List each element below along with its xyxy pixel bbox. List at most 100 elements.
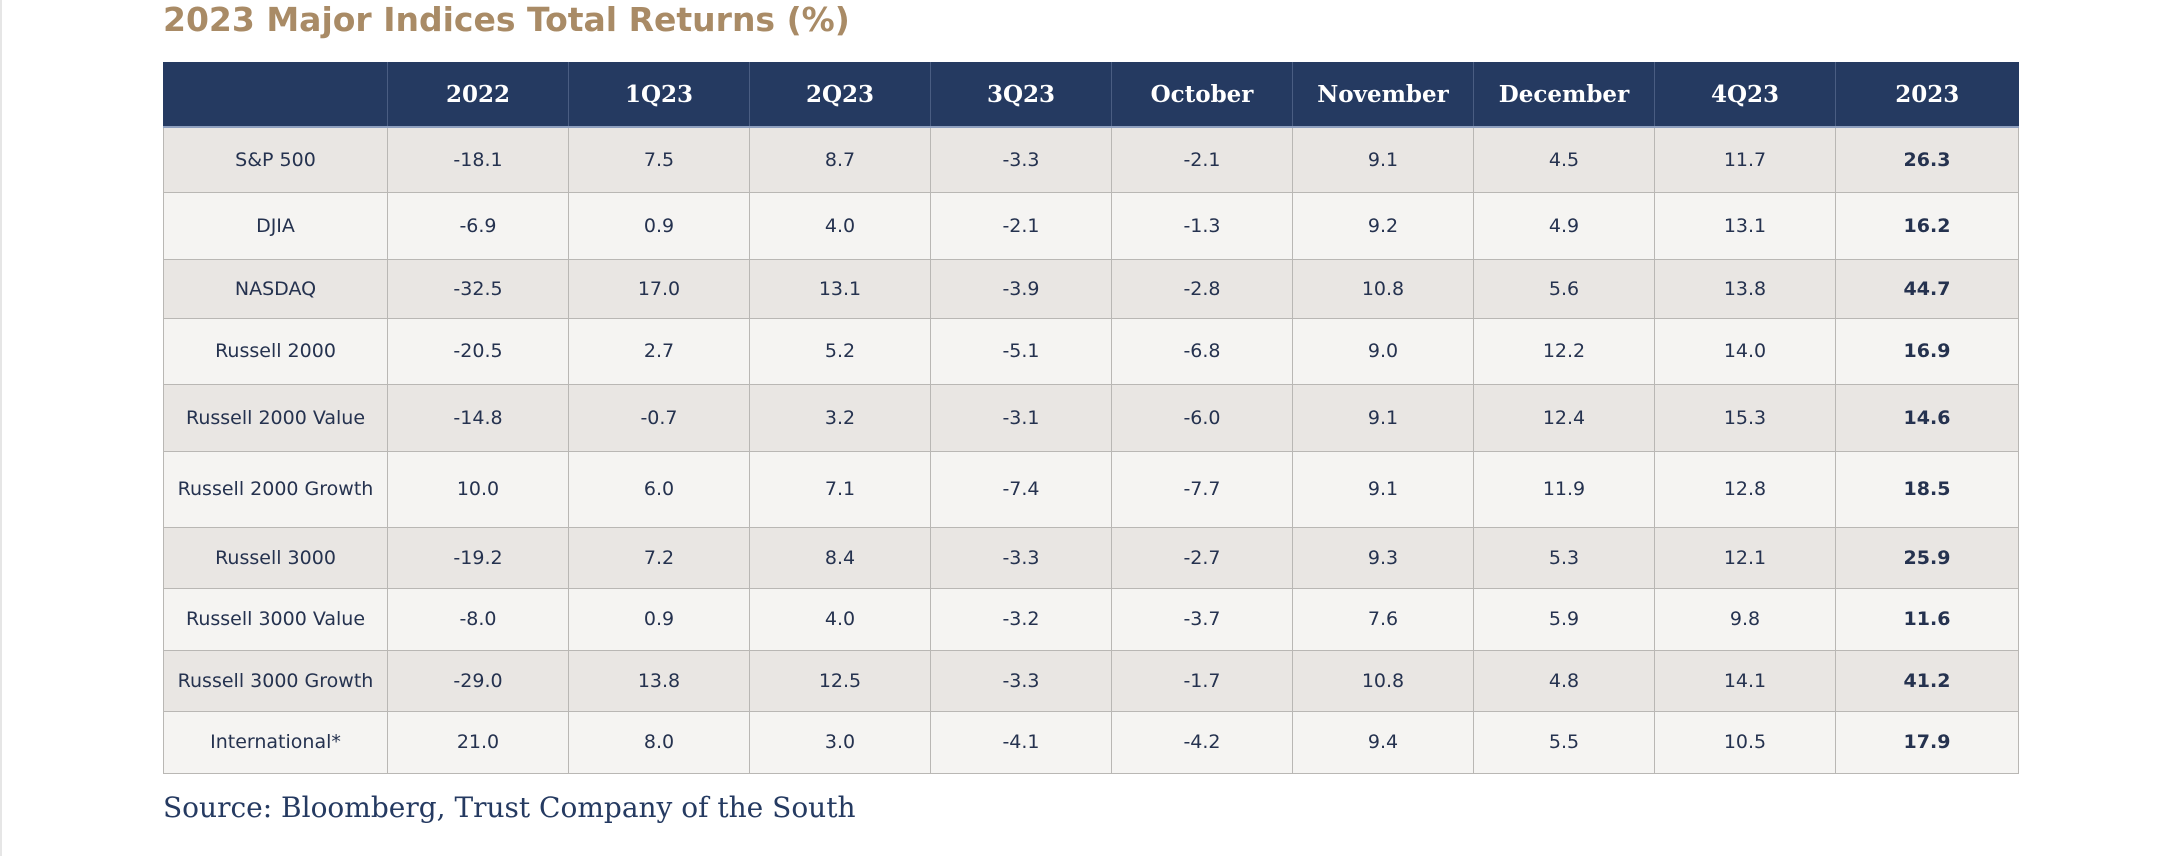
return-value-cell: -2.1 <box>930 191 1112 260</box>
return-value-cell: 4.0 <box>749 587 931 651</box>
table-row: Russell 3000 -19.2 7.2 8.4 -3.3 -2.7 9.3 5.3 12.… <box>163 526 2019 589</box>
return-value-cell: 5.6 <box>1473 258 1655 319</box>
row-label: S&P 500 <box>163 126 388 193</box>
return-value-cell: -19.2 <box>387 526 569 589</box>
return-value-cell: -4.1 <box>930 710 1112 774</box>
annual-total-cell: 44.7 <box>1835 258 2019 319</box>
return-value-cell: -3.3 <box>930 526 1112 589</box>
return-value-cell: 8.4 <box>749 526 931 589</box>
annual-total-cell: 17.9 <box>1835 710 2019 774</box>
row-label: Russell 3000 Growth <box>163 649 388 712</box>
return-value-cell: -3.3 <box>930 649 1112 712</box>
return-value-cell: -20.5 <box>387 317 569 385</box>
return-value-cell: -3.7 <box>1111 587 1293 651</box>
row-label: International* <box>163 710 388 774</box>
annual-total-cell: 18.5 <box>1835 450 2019 528</box>
table-row: Russell 2000 Growth 10.0 6.0 7.1 -7.4 -7.7 9.1… <box>163 450 2019 528</box>
header-cell-4q23: 4Q23 <box>1654 62 1836 128</box>
row-label: Russell 2000 Value <box>163 383 388 452</box>
return-value-cell: 8.7 <box>749 126 931 193</box>
table-row: International* 21.0 8.0 3.0 -4.1 -4.2 9.4 5.5 10… <box>163 710 2019 774</box>
annual-total-cell: 41.2 <box>1835 649 2019 712</box>
return-value-cell: 15.3 <box>1654 383 1836 452</box>
return-value-cell: 3.2 <box>749 383 931 452</box>
return-value-cell: 5.5 <box>1473 710 1655 774</box>
table-row: S&P 500 -18.1 7.5 8.7 -3.3 -2.1 9.1 4.5 11.7 26.3 <box>163 126 2019 193</box>
return-value-cell: 14.0 <box>1654 317 1836 385</box>
return-value-cell: -5.1 <box>930 317 1112 385</box>
return-value-cell: 10.5 <box>1654 710 1836 774</box>
table-row: Russell 2000 -20.5 2.7 5.2 -5.1 -6.8 9.0 12.2 14… <box>163 317 2019 385</box>
table-body: S&P 500 -18.1 7.5 8.7 -3.3 -2.1 9.1 4.5 11.7 26.3… <box>163 126 2019 774</box>
return-value-cell: 5.3 <box>1473 526 1655 589</box>
return-value-cell: 8.0 <box>568 710 750 774</box>
row-label: Russell 3000 Value <box>163 587 388 651</box>
return-value-cell: 0.9 <box>568 587 750 651</box>
return-value-cell: -8.0 <box>387 587 569 651</box>
return-value-cell: -3.1 <box>930 383 1112 452</box>
return-value-cell: -0.7 <box>568 383 750 452</box>
return-value-cell: 11.7 <box>1654 126 1836 193</box>
return-value-cell: -1.7 <box>1111 649 1293 712</box>
annual-total-cell: 16.2 <box>1835 191 2019 260</box>
header-cell-2023: 2023 <box>1835 62 2019 128</box>
return-value-cell: 5.9 <box>1473 587 1655 651</box>
return-value-cell: 12.2 <box>1473 317 1655 385</box>
return-value-cell: 7.1 <box>749 450 931 528</box>
return-value-cell: -2.8 <box>1111 258 1293 319</box>
return-value-cell: -6.8 <box>1111 317 1293 385</box>
return-value-cell: 9.8 <box>1654 587 1836 651</box>
return-value-cell: -2.1 <box>1111 126 1293 193</box>
return-value-cell: -3.2 <box>930 587 1112 651</box>
header-cell-blank <box>163 62 388 128</box>
table-row: Russell 3000 Value -8.0 0.9 4.0 -3.2 -3.7 7.6 5… <box>163 587 2019 651</box>
left-edge-rule <box>0 0 2 856</box>
return-value-cell: 4.8 <box>1473 649 1655 712</box>
return-value-cell: -7.7 <box>1111 450 1293 528</box>
return-value-cell: -14.8 <box>387 383 569 452</box>
table-row: DJIA -6.9 0.9 4.0 -2.1 -1.3 9.2 4.9 13.1 16.2 <box>163 191 2019 260</box>
returns-table: 2022 1Q23 2Q23 3Q23 October November Dec… <box>163 62 2019 774</box>
annual-total-cell: 16.9 <box>1835 317 2019 385</box>
return-value-cell: 12.4 <box>1473 383 1655 452</box>
return-value-cell: 3.0 <box>749 710 931 774</box>
annual-total-cell: 11.6 <box>1835 587 2019 651</box>
return-value-cell: 6.0 <box>568 450 750 528</box>
header-cell-1q23: 1Q23 <box>568 62 750 128</box>
annual-total-cell: 14.6 <box>1835 383 2019 452</box>
return-value-cell: 11.9 <box>1473 450 1655 528</box>
annual-total-cell: 26.3 <box>1835 126 2019 193</box>
row-label: Russell 3000 <box>163 526 388 589</box>
header-cell-december: December <box>1473 62 1655 128</box>
table-row: Russell 2000 Value -14.8 -0.7 3.2 -3.1 -6.0 9.… <box>163 383 2019 452</box>
row-label: DJIA <box>163 191 388 260</box>
return-value-cell: 9.1 <box>1292 126 1474 193</box>
row-label: Russell 2000 Growth <box>163 450 388 528</box>
return-value-cell: -2.7 <box>1111 526 1293 589</box>
return-value-cell: 5.2 <box>749 317 931 385</box>
return-value-cell: 9.0 <box>1292 317 1474 385</box>
return-value-cell: 9.1 <box>1292 450 1474 528</box>
table-header-row: 2022 1Q23 2Q23 3Q23 October November Dec… <box>163 62 2019 128</box>
table-row: NASDAQ -32.5 17.0 13.1 -3.9 -2.8 10.8 5.6 13.8 44… <box>163 258 2019 319</box>
return-value-cell: -18.1 <box>387 126 569 193</box>
header-cell-november: November <box>1292 62 1474 128</box>
return-value-cell: 7.5 <box>568 126 750 193</box>
return-value-cell: -1.3 <box>1111 191 1293 260</box>
return-value-cell: 4.0 <box>749 191 931 260</box>
return-value-cell: 7.6 <box>1292 587 1474 651</box>
return-value-cell: 7.2 <box>568 526 750 589</box>
return-value-cell: -3.3 <box>930 126 1112 193</box>
return-value-cell: 10.8 <box>1292 649 1474 712</box>
annual-total-cell: 25.9 <box>1835 526 2019 589</box>
row-label: NASDAQ <box>163 258 388 319</box>
return-value-cell: -4.2 <box>1111 710 1293 774</box>
return-value-cell: 0.9 <box>568 191 750 260</box>
return-value-cell: -6.9 <box>387 191 569 260</box>
return-value-cell: -7.4 <box>930 450 1112 528</box>
return-value-cell: -6.0 <box>1111 383 1293 452</box>
return-value-cell: 9.2 <box>1292 191 1474 260</box>
page-title: 2023 Major Indices Total Returns (%) <box>163 0 850 39</box>
table-row: Russell 3000 Growth -29.0 13.8 12.5 -3.3 -1.7… <box>163 649 2019 712</box>
return-value-cell: 13.8 <box>568 649 750 712</box>
